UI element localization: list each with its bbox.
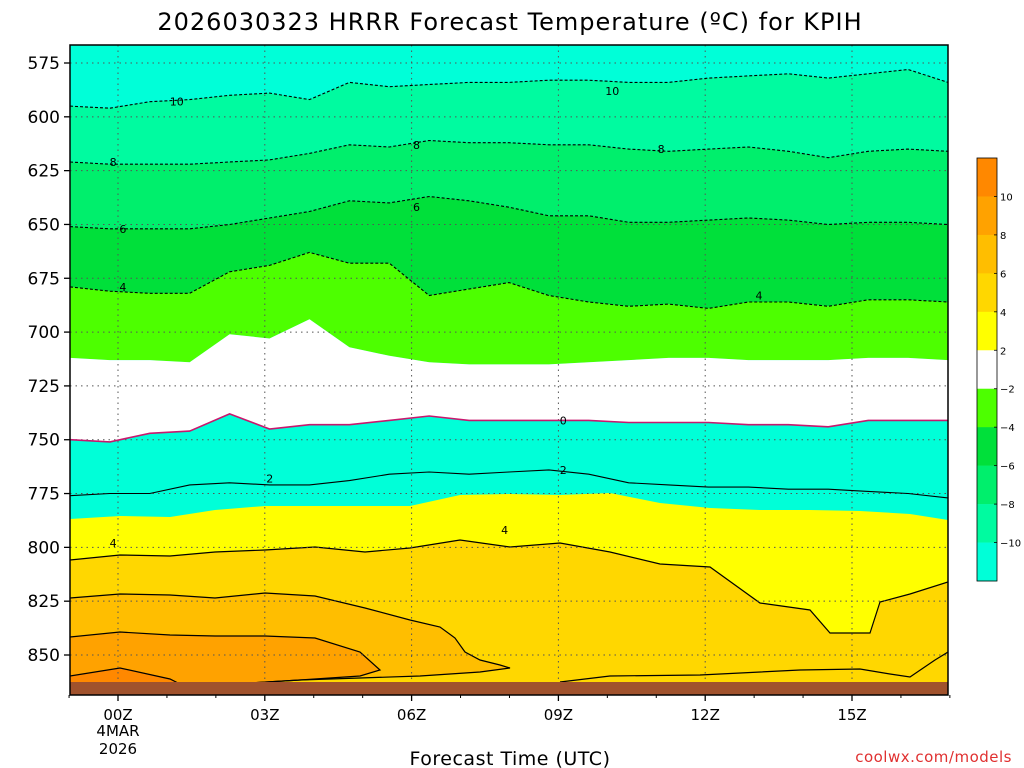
contour-label: 8 <box>413 139 420 152</box>
colorbar-label: 6 <box>1000 269 1006 280</box>
isotherm--10 <box>70 68 948 109</box>
contour-label: 8 <box>658 143 665 156</box>
warm-isotherm-lines <box>70 539 948 687</box>
band-8-10 <box>70 632 380 684</box>
y-tick-label: 750 <box>28 431 60 451</box>
colorbar-frame <box>976 157 998 582</box>
colorbar-label: −10 <box>1000 539 1021 550</box>
x-tick-label: 12Z <box>691 706 720 724</box>
contour-label: 0 <box>560 414 567 427</box>
colorbar-segment <box>977 311 997 351</box>
isotherm-lines <box>70 68 948 499</box>
colorbar-label: 4 <box>1000 308 1006 319</box>
plot-area: 10 10 8 8 8 6 6 4 4 0 2 2 4 4 <box>70 45 948 695</box>
colorbar-segment <box>977 465 997 505</box>
ground-fill <box>70 682 948 695</box>
isotherm--8 <box>70 139 948 165</box>
isotherm-10 <box>70 667 181 685</box>
temperature-bands <box>70 69 948 442</box>
colorbar-segment <box>977 196 997 236</box>
isotherm-2 <box>70 469 948 499</box>
y-tick-label: 650 <box>28 215 60 235</box>
colorbar: 10 8 6 4 2 −2 −4 −6 −8 −10 <box>976 157 1021 582</box>
x-tick-label: 03Z <box>250 706 279 724</box>
y-tick-label: 575 <box>28 54 60 74</box>
contour-label: 4 <box>119 281 126 294</box>
y-axis: 575 600 625 650 675 700 725 750 775 800 825 850 <box>28 54 70 666</box>
colorbar-label: −2 <box>1000 385 1015 396</box>
isotherm-6 <box>70 592 511 687</box>
contour-label: 2 <box>560 464 567 477</box>
chart-title: 2026030323 HRRR Forecast Temperature (ºC… <box>157 8 862 36</box>
colorbar-segment <box>977 388 997 428</box>
x-tick-label: 06Z <box>397 706 426 724</box>
contour-label: 4 <box>501 524 508 537</box>
colorbar-segment <box>977 504 997 543</box>
colorbar-label: 10 <box>1000 192 1013 203</box>
y-tick-label: 625 <box>28 162 60 182</box>
colorbar-segment <box>977 273 997 313</box>
y-tick-label: 850 <box>28 646 60 666</box>
colorbar-segment <box>977 542 997 582</box>
band--10 <box>70 69 948 165</box>
contour-label: 4 <box>756 289 763 302</box>
colorbar-label: 8 <box>1000 231 1006 242</box>
contour-label: 10 <box>170 96 184 109</box>
isotherm-0 <box>70 413 948 443</box>
contour-label: 10 <box>605 85 619 98</box>
band--2 <box>70 319 948 442</box>
y-tick-label: 600 <box>28 108 60 128</box>
y-tick-label: 675 <box>28 269 60 289</box>
colorbar-segment <box>977 158 997 197</box>
y-tick-label: 800 <box>28 538 60 558</box>
x-date-line2: 2026 <box>99 740 137 758</box>
x-tick-label: 09Z <box>544 706 573 724</box>
colorbar-label: 2 <box>1000 346 1006 357</box>
gridlines <box>70 45 948 695</box>
band--6 <box>70 196 948 309</box>
colorbar-segment <box>977 427 997 466</box>
credit-label: coolwx.com/models <box>855 748 1012 766</box>
colorbar-segment <box>977 234 997 274</box>
x-axis: 00Z 03Z 06Z 09Z 12Z 15Z <box>68 695 951 724</box>
y-tick-label: 700 <box>28 323 60 343</box>
y-tick-label: 775 <box>28 485 60 505</box>
colorbar-label: −4 <box>1000 423 1015 434</box>
colorbar-label: −8 <box>1000 500 1015 511</box>
isotherm--6 <box>70 195 948 230</box>
x-axis-label: Forecast Time (UTC) <box>410 748 611 768</box>
ground-surface <box>70 682 948 695</box>
x-tick-label: 15Z <box>837 706 866 724</box>
colorbar-label: −6 <box>1000 462 1015 473</box>
contour-label: 6 <box>119 223 126 236</box>
x-date-line1: 4MAR <box>96 722 139 740</box>
contour-label: 8 <box>110 156 117 169</box>
warm-temperature-bands <box>70 493 948 695</box>
contour-label: 6 <box>413 201 420 214</box>
isotherm-4 <box>70 539 948 634</box>
y-tick-label: 725 <box>28 377 60 397</box>
contour-labels: 10 10 8 8 8 6 6 4 4 0 2 2 4 4 <box>110 85 763 550</box>
isotherm--4 <box>70 251 948 309</box>
isotherm-6-east <box>559 651 948 683</box>
colorbar-segment <box>977 350 997 390</box>
x-tick-label: 00Z <box>103 706 132 724</box>
contour-label: 2 <box>266 472 273 485</box>
y-tick-label: 825 <box>28 592 60 612</box>
band--4 <box>70 252 948 365</box>
contour-label: 4 <box>110 537 117 550</box>
band--8 <box>70 140 948 229</box>
